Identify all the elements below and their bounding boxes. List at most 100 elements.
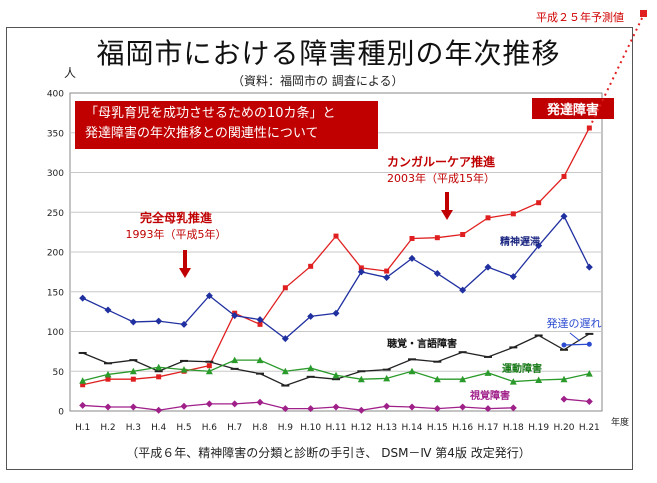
data-point [357, 268, 365, 276]
label-leader-line [569, 332, 581, 342]
x-tick-label: H.17 [478, 423, 499, 433]
data-point [332, 371, 340, 379]
data-point [281, 335, 289, 343]
data-point [509, 404, 517, 412]
y-tick-label: 300 [47, 169, 64, 179]
data-point [155, 317, 163, 325]
data-point [357, 375, 365, 383]
data-point [231, 312, 239, 320]
series-label: 発達障害 [546, 102, 599, 118]
forecast-label: 平成２５年予測値 [536, 11, 624, 24]
data-point [333, 233, 339, 239]
x-tick-label: H.4 [151, 423, 166, 433]
callout-box: 「母乳育児を成功させるための10カ条」と 発達障害の年次推移との関連性について [75, 101, 378, 149]
chart-frame [6, 27, 633, 470]
x-tick-label: H.18 [503, 423, 524, 433]
annotation-arrow-head [179, 268, 191, 278]
series-label: 視覚障害 [469, 389, 510, 402]
series-label: 聴覚・言語障害 [387, 337, 457, 350]
data-point [433, 405, 441, 413]
data-point [307, 405, 315, 413]
data-point [80, 382, 86, 388]
x-tick-label: H.1 [75, 423, 90, 433]
y-tick-label: 100 [47, 328, 64, 338]
data-point [561, 342, 567, 348]
data-point [79, 377, 87, 384]
data-point [560, 375, 568, 383]
x-tick-label: H.19 [528, 423, 549, 433]
data-point [257, 321, 263, 327]
x-tick-label: H.5 [176, 423, 191, 433]
data-point [79, 401, 87, 409]
data-point [307, 364, 315, 372]
data-point [585, 370, 593, 377]
x-tick-label: H.9 [278, 423, 293, 433]
data-point [484, 405, 492, 413]
series-line [82, 401, 514, 411]
y-tick-label: 150 [47, 288, 64, 298]
y-tick-label: 0 [58, 408, 64, 418]
data-point [509, 273, 517, 281]
data-point [383, 273, 391, 281]
x-tick-label: H.2 [100, 423, 115, 433]
data-point [104, 306, 112, 314]
data-point [408, 367, 416, 375]
series-label: 運動障害 [502, 362, 542, 375]
x-tick-label: H.11 [326, 423, 347, 433]
data-point [231, 400, 239, 408]
data-point [536, 200, 542, 206]
data-point [485, 215, 491, 221]
data-point [357, 406, 365, 414]
data-point [535, 242, 543, 250]
data-point [509, 378, 517, 385]
data-point [129, 367, 137, 375]
y-tick-label: 250 [47, 209, 64, 219]
series-line [563, 398, 590, 403]
annotation-title: 完全母乳推進 [140, 210, 213, 225]
data-point [282, 285, 288, 291]
forecast-dotted-line [588, 13, 645, 129]
data-point [433, 375, 441, 383]
data-point [155, 406, 163, 414]
data-point [460, 232, 466, 238]
data-point [384, 268, 390, 274]
series-label: 精神遅滞 [500, 235, 540, 248]
data-point [156, 374, 162, 380]
x-tick-label: H.20 [554, 423, 575, 433]
x-tick-label: H.13 [376, 423, 397, 433]
data-point [586, 341, 592, 347]
callout-line-2: 発達障害の年次推移との関連性について [85, 126, 319, 141]
y-axis-unit: 人 [64, 66, 77, 80]
x-tick-label: H.14 [402, 423, 423, 433]
data-point [459, 403, 467, 411]
data-point [433, 269, 441, 277]
data-point [408, 254, 416, 262]
data-point [383, 402, 391, 410]
data-point [205, 400, 213, 408]
data-point [129, 403, 137, 411]
data-point [104, 370, 112, 378]
footer-note: （平成６年、精神障害の分類と診断の手引き、 DSM－Ⅳ 第4版 改定発行） [126, 446, 531, 460]
data-point [434, 235, 440, 241]
x-tick-label: H.10 [300, 423, 321, 433]
x-tick-label: H.8 [252, 423, 267, 433]
data-point [104, 403, 112, 411]
data-point [256, 316, 264, 324]
data-point [484, 369, 492, 376]
data-point [105, 376, 111, 382]
data-point [586, 125, 592, 131]
data-point [560, 395, 568, 403]
data-point [129, 318, 137, 326]
data-point [155, 363, 163, 371]
data-point [256, 398, 264, 406]
series-line [82, 127, 590, 386]
forecast-point [640, 10, 647, 17]
data-point [561, 173, 567, 179]
data-point [383, 374, 391, 382]
chart-subtitle: （資料：福岡市の 調査による） [232, 74, 404, 88]
data-point [281, 405, 289, 413]
chart-title: 福岡市における障害種別の年次推移 [96, 37, 561, 70]
data-point [459, 375, 467, 383]
data-point [180, 320, 188, 328]
